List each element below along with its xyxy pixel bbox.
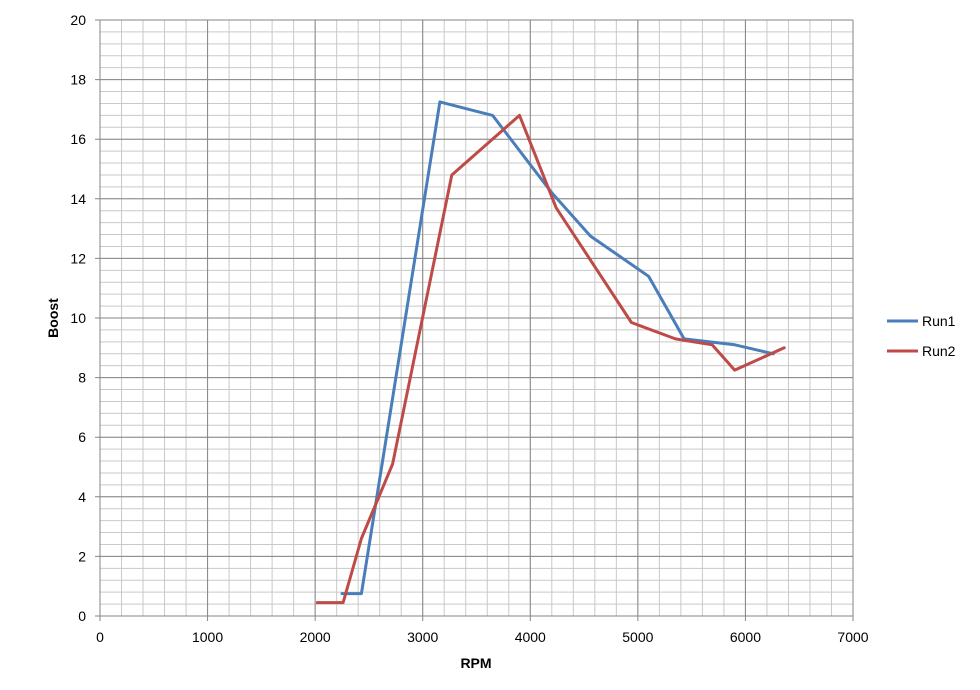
legend-label-run2: Run2	[922, 343, 956, 359]
x-tick-label: 1000	[192, 629, 223, 645]
grid-major	[95, 19, 854, 621]
y-tick-label: 18	[70, 72, 86, 88]
x-tick-label: 4000	[515, 629, 546, 645]
x-tick-label: 6000	[730, 629, 761, 645]
legend-label-run1: Run1	[922, 313, 956, 329]
y-tick-label: 20	[70, 12, 86, 28]
y-tick-labels: 0 2 4 6 8 10 12 14 16 18 20	[70, 12, 86, 624]
series-line-run2	[315, 113, 786, 605]
y-tick-label: 10	[70, 310, 86, 326]
x-tick-label: 5000	[622, 629, 653, 645]
y-tick-label: 14	[70, 191, 86, 207]
y-axis-title: Boost	[45, 298, 61, 338]
x-tick-label: 2000	[300, 629, 331, 645]
x-tick-label: 3000	[407, 629, 438, 645]
y-tick-label: 6	[78, 429, 86, 445]
y-tick-label: 4	[78, 489, 86, 505]
y-tick-label: 12	[70, 250, 86, 266]
series-layer	[315, 100, 786, 605]
x-tick-label: 0	[96, 629, 104, 645]
series-line-run1	[340, 100, 775, 596]
y-tick-label: 8	[78, 370, 86, 386]
x-tick-label: 7000	[837, 629, 868, 645]
y-tick-label: 16	[70, 131, 86, 147]
y-tick-label: 2	[78, 548, 86, 564]
y-tick-label: 0	[78, 608, 86, 624]
x-axis-title: RPM	[460, 655, 491, 671]
legend: Run1 Run2	[887, 313, 956, 359]
x-tick-labels: 0 1000 2000 3000 4000 5000 6000 7000	[96, 629, 869, 645]
